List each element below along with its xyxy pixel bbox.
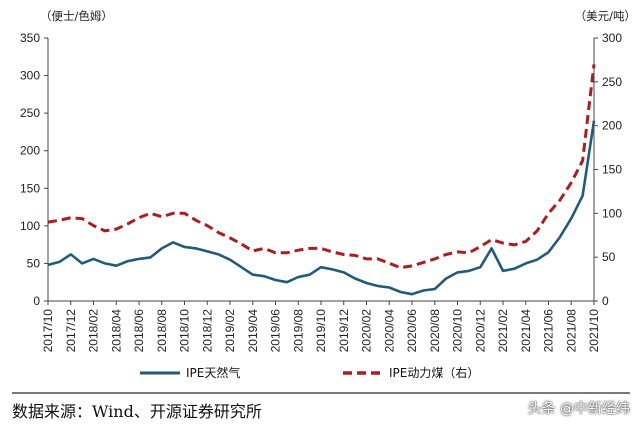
- x-tick-label: 2021/06: [542, 309, 556, 353]
- x-tick-label: 2021/04: [519, 309, 533, 353]
- x-tick-label: 2018/04: [109, 309, 123, 353]
- right-tick-label: 150: [602, 163, 622, 177]
- series-layer: [47, 64, 596, 296]
- x-tick-label: 2019/10: [314, 309, 328, 353]
- left-tick-label: 0: [33, 294, 40, 308]
- left-tick-label: 150: [20, 181, 40, 195]
- x-tick-label: 2020/04: [382, 309, 396, 353]
- source-divider: [12, 392, 630, 394]
- legend-label-0: IPE天然气: [186, 365, 240, 380]
- x-tick-label: 2019/08: [291, 309, 305, 353]
- x-tick-label: 2019/04: [246, 309, 260, 353]
- left-tick-label: 200: [20, 144, 40, 158]
- x-tick-label: 2018/08: [155, 309, 169, 353]
- x-tick-label: 2020/06: [405, 309, 419, 353]
- x-tick-label: 2021/10: [587, 309, 601, 353]
- x-tick-label: 2019/06: [269, 309, 283, 353]
- series-line-1: [47, 64, 596, 270]
- x-tick-label: 2019/12: [337, 309, 351, 353]
- left-axis-unit: （便士/色姆）: [40, 9, 113, 23]
- x-tick-label: 2018/02: [87, 309, 101, 353]
- x-tick-label: 2020/12: [473, 309, 487, 353]
- watermark: 头条 @中新经纬: [527, 401, 630, 417]
- x-tick-label: 2020/10: [451, 309, 465, 353]
- source-note: 数据来源：Wind、开源证券研究所: [12, 402, 262, 421]
- x-tick-label: 2018/06: [132, 309, 146, 353]
- right-tick-label: 100: [602, 206, 622, 220]
- x-tick-label: 2020/02: [360, 309, 374, 353]
- series-line-0: [47, 120, 596, 296]
- left-tick-label: 100: [20, 219, 40, 233]
- right-tick-label: 250: [602, 75, 622, 89]
- x-tick-label: 2019/02: [223, 309, 237, 353]
- right-tick-label: 200: [602, 119, 622, 133]
- x-tick-label: 2020/08: [428, 309, 442, 353]
- right-tick-label: 0: [602, 294, 609, 308]
- right-tick-label: 50: [602, 250, 616, 264]
- right-axis-unit: （美元/吨）: [575, 9, 636, 23]
- x-tick-label: 2018/12: [200, 309, 214, 353]
- x-tick-label: 2017/12: [64, 309, 78, 353]
- axes: 0 50 100 150 200 250 300 350 0 50 100 150 200 250 300 （…: [20, 9, 636, 352]
- x-tick-label: 2021/08: [564, 309, 578, 353]
- left-tick-label: 350: [20, 31, 40, 45]
- left-tick-label: 250: [20, 106, 40, 120]
- left-tick-label: 300: [20, 69, 40, 83]
- x-tick-label: 2017/10: [41, 309, 55, 353]
- left-tick-label: 50: [27, 256, 41, 270]
- legend-label-1: IPE动力煤（右）: [389, 365, 479, 380]
- x-tick-label: 2018/10: [178, 309, 192, 353]
- legend: IPE天然气 IPE动力煤（右）: [140, 365, 479, 380]
- right-tick-label: 300: [602, 31, 622, 45]
- x-tick-label: 2021/02: [496, 309, 510, 353]
